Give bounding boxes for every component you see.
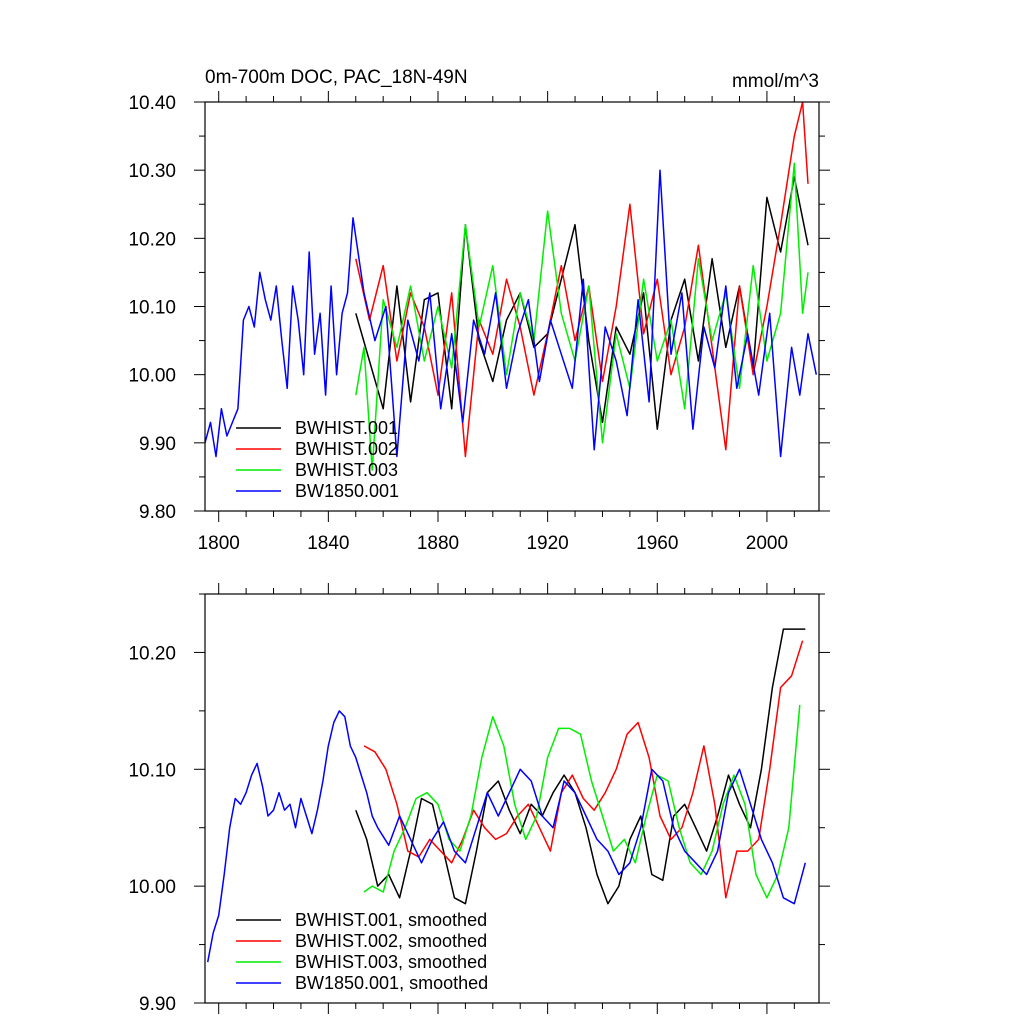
bottom-legend-label: BWHIST.001, smoothed xyxy=(295,910,487,930)
top-y-tick-label: 10.30 xyxy=(128,161,176,182)
top-y-tick-label: 9.80 xyxy=(139,502,176,523)
top-legend-label: BWHIST.002 xyxy=(295,439,398,459)
top-y-tick-label: 9.90 xyxy=(139,434,176,455)
bottom-y-tick-label: 10.20 xyxy=(128,643,176,664)
chart-figure: 1800 1840 1880 1920 1960 2000 9.80 9.90 10.00 10.… xyxy=(0,0,1024,1024)
bottom-series-line-bwhist-002 xyxy=(364,641,803,898)
bottom-y-tick-label: 10.00 xyxy=(128,877,176,898)
bottom-series-line-bwhist-003 xyxy=(364,705,800,898)
top-y-tick-label: 10.20 xyxy=(128,229,176,250)
bottom-y-tick-label: 10.10 xyxy=(128,760,176,781)
top-x-tick-label: 1960 xyxy=(636,533,678,554)
top-title-left: 0m-700m DOC, PAC_18N-49N xyxy=(205,67,468,88)
top-x-tick-label: 1880 xyxy=(417,533,459,554)
top-legend-label: BWHIST.003 xyxy=(295,460,398,480)
top-y-tick-label: 10.00 xyxy=(128,366,176,387)
top-x-tick-label: 1840 xyxy=(307,533,349,554)
top-series-line-bwhist-003 xyxy=(356,163,808,470)
top-legend-label: BWHIST.001 xyxy=(295,418,398,438)
top-x-tick-label: 2000 xyxy=(746,533,788,554)
top-y-tick-label: 10.40 xyxy=(128,93,176,114)
top-series-group xyxy=(205,102,816,470)
bottom-legend-label: BWHIST.002, smoothed xyxy=(295,931,487,951)
top-x-tick-label: 1800 xyxy=(198,533,240,554)
bottom-series-line-bwhist-001 xyxy=(356,629,806,904)
top-panel: 1800 1840 1880 1920 1960 2000 9.80 9.90 10.00 10.… xyxy=(128,67,830,554)
top-legend-label: BW1850.001 xyxy=(295,481,399,501)
top-x-tick-label: 1920 xyxy=(526,533,568,554)
bottom-legend-label: BW1850.001, smoothed xyxy=(295,973,488,993)
top-title-right: mmol/m^3 xyxy=(732,71,819,92)
bottom-legend-label: BWHIST.003, smoothed xyxy=(295,952,487,972)
bottom-y-tick-label: 9.90 xyxy=(139,994,176,1015)
top-series-line-bwhist-001 xyxy=(356,177,808,429)
top-y-tick-label: 10.10 xyxy=(128,298,176,319)
